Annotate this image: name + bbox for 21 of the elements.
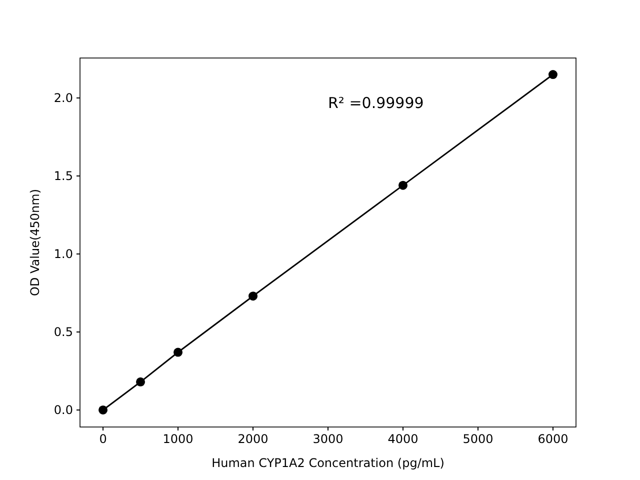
x-tick-label: 5000 [462, 432, 494, 446]
y-tick-label: 1.5 [54, 168, 73, 183]
x-tick-label: 1000 [162, 432, 194, 446]
y-tick-label: 1.0 [54, 246, 73, 261]
x-tick-label: 4000 [388, 432, 418, 446]
point [398, 180, 408, 190]
point [174, 348, 183, 357]
x-tick-label: 2000 [238, 432, 268, 446]
x-tick-label: 3000 [312, 432, 344, 446]
y-axis-title: OD Value(450nm) [28, 188, 42, 296]
x-axis-title: Human CYP1A2 Concentration (pg/mL) [212, 456, 444, 470]
y-tick-label: 0.0 [54, 402, 73, 417]
point [248, 292, 258, 301]
point [136, 377, 146, 386]
point [548, 70, 558, 80]
y-tick-label: 2.0 [54, 90, 73, 105]
x-tick-label: 0 [99, 432, 107, 446]
x-tick-label: 6000 [538, 432, 568, 446]
y-tick-label: 0.5 [54, 324, 73, 339]
point [98, 405, 108, 414]
annotation: R² =0.99999 [328, 94, 424, 112]
